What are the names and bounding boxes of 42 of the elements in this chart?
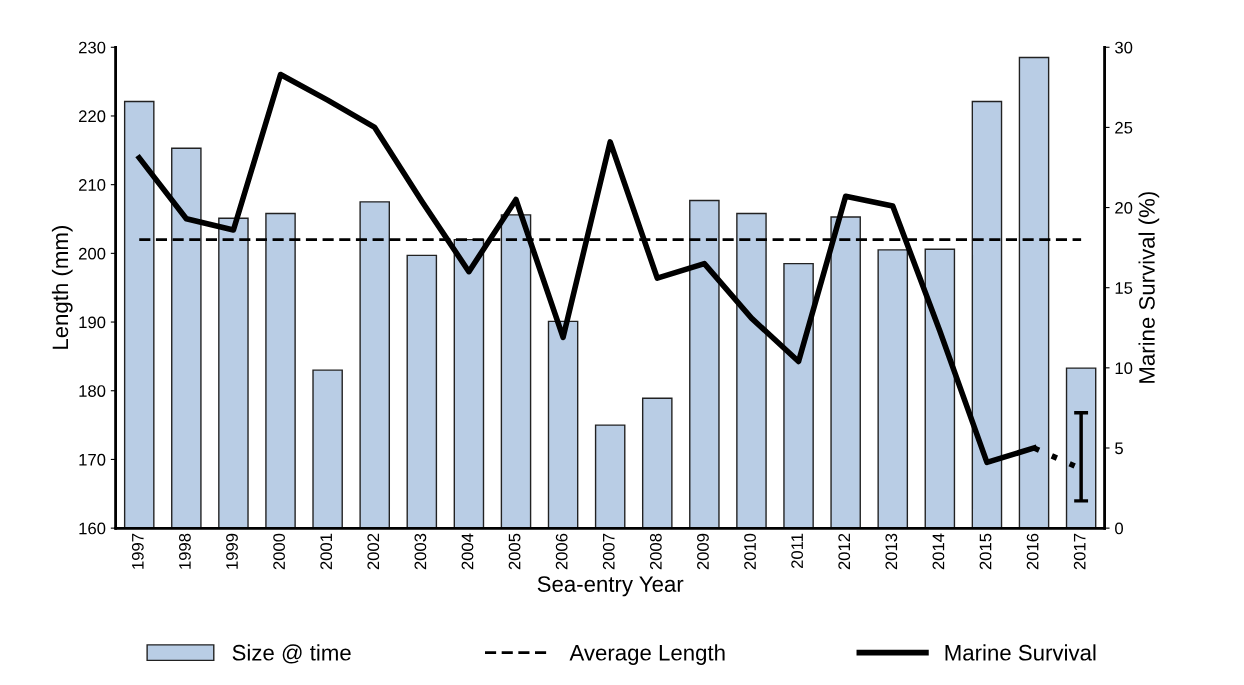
x-tick-label: 1998 [179, 533, 191, 569]
y-tick-label: 170 [79, 453, 106, 466]
legend-label: Size @ time [232, 644, 351, 664]
x-tick-label: 2016 [1026, 533, 1039, 570]
x-tick-label: 2007 [602, 533, 615, 570]
x-tick-label: 1997 [131, 533, 144, 569]
x-tick-label: 2004 [461, 533, 474, 570]
y-tick-label: 220 [79, 110, 106, 123]
legend-label: Marine Survival [945, 644, 1096, 661]
y-tick-label: 200 [79, 247, 106, 260]
x-tick-label: 2008 [649, 533, 662, 570]
x-tick-label: 2009 [697, 533, 709, 570]
x-tick-label: 2002 [367, 533, 380, 570]
x-tick-label: 2003 [414, 533, 427, 570]
y2-tick-label: 20 [1115, 201, 1133, 214]
y2-tick-label: 15 [1115, 282, 1133, 294]
y2-axis-title: Marine Survival (%) [1138, 192, 1160, 383]
y2-tick-label: 5 [1115, 442, 1123, 455]
x-tick-label: 2014 [932, 533, 945, 570]
x-tick-label: 2017 [1073, 533, 1086, 570]
y2-tick-label: 0 [1115, 522, 1124, 535]
y-tick-label: 210 [79, 179, 106, 191]
x-tick-label: 2005 [508, 533, 521, 570]
y-axis-title: Length (mm) [51, 226, 73, 349]
x-axis-title: Sea-entry Year [537, 576, 684, 597]
y2-tick-label: 30 [1115, 41, 1133, 54]
y-tick-label: 190 [79, 316, 106, 329]
x-tick-label: 2011 [791, 533, 804, 568]
x-tick-label: 1999 [226, 533, 238, 569]
x-tick-label: 2001 [320, 533, 333, 570]
y2-tick-label: 25 [1115, 121, 1133, 134]
x-tick-label: 2006 [555, 533, 568, 570]
y-tick-label: 180 [79, 385, 106, 397]
x-tick-label: 2000 [273, 533, 285, 570]
x-tick-label: 2013 [885, 533, 898, 570]
y-tick-label: 230 [79, 41, 106, 54]
x-tick-label: 2015 [979, 533, 992, 570]
y2-tick-label: 10 [1115, 362, 1133, 375]
x-tick-label: 2010 [744, 533, 756, 570]
x-tick-label: 2012 [838, 533, 851, 570]
y-tick-label: 160 [79, 522, 106, 535]
legend-label: Average Length [569, 644, 725, 665]
